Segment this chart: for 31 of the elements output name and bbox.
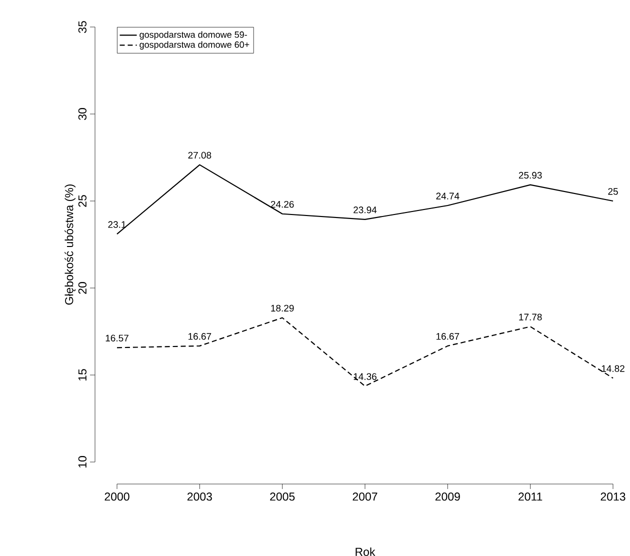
data-label: 23.1 <box>108 221 126 228</box>
data-label: 14.36 <box>354 373 376 380</box>
data-label: 17.78 <box>519 314 542 320</box>
data-label: 27.08 <box>188 152 212 159</box>
data-label: 18.29 <box>271 304 294 312</box>
legend-label: gospodarstwa domowe 59- <box>140 31 247 40</box>
data-label: 16.67 <box>188 333 212 340</box>
y-tick-label: 35 <box>78 21 86 33</box>
x-tick-label: 2011 <box>518 492 542 501</box>
data-label: 25 <box>608 188 618 195</box>
x-axis-title: Rok <box>356 548 376 556</box>
data-label: 23.94 <box>354 206 377 214</box>
data-label: 24.74 <box>436 192 460 200</box>
data-label: 14.82 <box>602 365 624 372</box>
y-axis-title: Głębokość ubóstwa (%) <box>64 184 76 305</box>
y-tick-label: 10 <box>78 456 86 468</box>
y-tick-label: 15 <box>78 369 86 381</box>
y-tick-label: 20 <box>78 282 86 294</box>
data-label: 24.26 <box>270 200 294 208</box>
y-tick-label: 30 <box>78 108 86 120</box>
x-tick-label: 2000 <box>104 492 130 501</box>
legend-label: gospodarstwa domowe 60+ <box>140 41 250 50</box>
data-label: 25.93 <box>518 172 542 179</box>
y-tick-label: 25 <box>78 195 86 207</box>
data-label: 16.67 <box>436 333 460 340</box>
data-label: 16.57 <box>106 334 128 342</box>
x-tick-label: 2005 <box>270 492 295 501</box>
x-tick-label: 2013 <box>600 492 626 501</box>
x-tick-label: 2009 <box>435 492 460 501</box>
x-tick-label: 2007 <box>352 492 378 501</box>
x-tick-label: 2003 <box>187 492 212 501</box>
